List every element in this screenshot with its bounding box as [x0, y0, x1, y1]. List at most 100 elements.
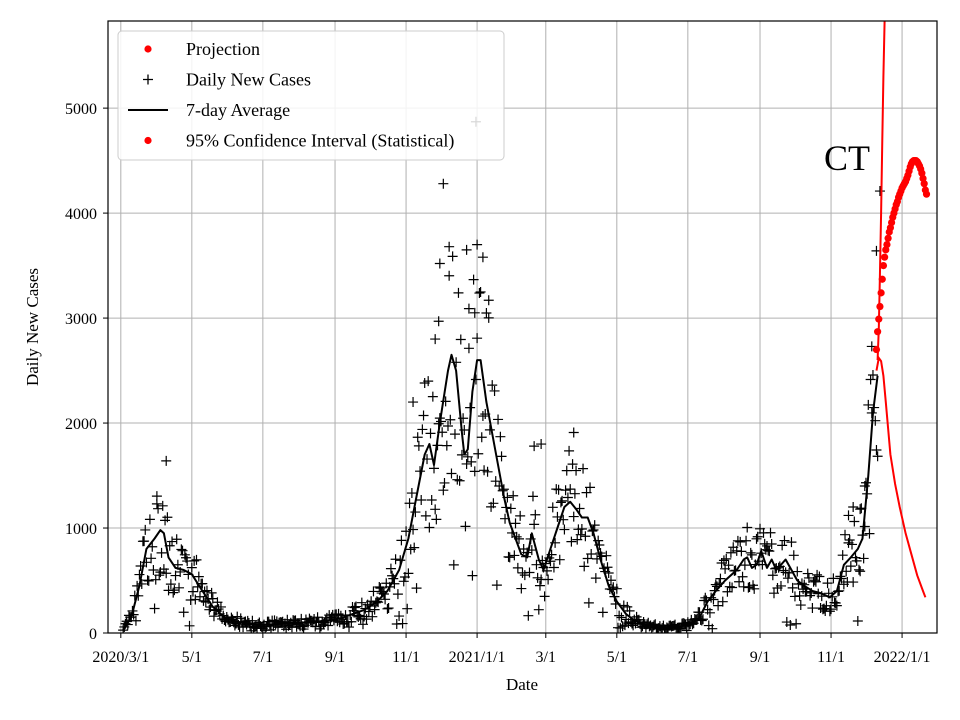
daily-case-marker: [444, 270, 455, 281]
daily-case-marker: [508, 490, 519, 501]
legend-marker-projection: [144, 45, 152, 53]
daily-case-marker: [144, 514, 155, 525]
daily-case-marker: [530, 509, 541, 520]
daily-case-marker: [380, 594, 391, 605]
daily-case-marker: [745, 547, 756, 558]
daily-case-marker: [844, 534, 855, 545]
daily-case-marker: [874, 186, 885, 197]
daily-case-marker: [425, 428, 436, 439]
daily-case-marker: [543, 574, 554, 585]
daily-case-marker: [495, 431, 506, 442]
legend-label-ci: 95% Confidence Interval (Statistical): [186, 131, 454, 152]
daily-case-marker: [351, 601, 362, 612]
daily-case-marker: [445, 414, 456, 425]
daily-case-marker: [764, 546, 775, 557]
x-tick-label: 2021/1/1: [449, 649, 506, 666]
daily-case-marker: [201, 585, 212, 596]
daily-case-marker: [206, 587, 217, 598]
daily-case-marker: [529, 519, 540, 530]
daily-case-marker: [562, 492, 573, 503]
daily-case-marker: [515, 510, 526, 521]
daily-case-marker: [788, 550, 799, 561]
daily-case-marker: [597, 607, 608, 618]
daily-case-marker: [554, 554, 565, 565]
daily-case-marker: [766, 539, 777, 550]
daily-case-marker: [442, 420, 453, 431]
daily-case-marker: [534, 580, 545, 591]
daily-case-marker: [134, 569, 145, 580]
daily-case-marker: [143, 575, 154, 586]
daily-case-marker: [390, 554, 401, 565]
daily-case-marker: [469, 307, 480, 318]
y-tick-label: 2000: [65, 416, 97, 433]
daily-case-marker: [191, 554, 202, 565]
daily-case-marker: [496, 451, 507, 462]
daily-case-marker: [715, 573, 726, 584]
daily-case-marker: [864, 528, 875, 539]
daily-case-marker: [622, 601, 633, 612]
daily-case-marker: [614, 610, 625, 621]
daily-case-marker: [560, 485, 571, 496]
x-tick-label: 11/1: [817, 649, 845, 666]
daily-case-marker: [482, 466, 493, 477]
daily-case-marker: [418, 410, 429, 421]
daily-case-marker: [855, 504, 866, 515]
daily-case-marker: [367, 611, 378, 622]
daily-case-marker: [578, 463, 589, 474]
daily-case-marker: [548, 562, 559, 573]
daily-case-marker: [786, 537, 797, 548]
daily-case-marker: [474, 288, 485, 299]
x-tick-label: 7/1: [253, 649, 273, 666]
daily-case-marker: [787, 582, 798, 593]
daily-case-marker: [420, 510, 431, 521]
daily-case-marker: [162, 512, 173, 523]
daily-case-marker: [713, 600, 724, 611]
daily-case-marker: [187, 586, 198, 597]
daily-case-marker: [568, 511, 579, 522]
projection-point: [878, 275, 886, 283]
daily-case-marker: [368, 586, 379, 597]
projection-point: [876, 302, 884, 311]
daily-case-marker: [165, 579, 176, 590]
daily-case-marker: [575, 529, 586, 540]
daily-case-marker: [504, 552, 515, 563]
x-tick-label: 5/1: [607, 649, 627, 666]
daily-case-marker: [872, 451, 883, 462]
daily-case-marker: [697, 614, 708, 625]
daily-case-marker: [830, 597, 841, 608]
daily-case-marker: [462, 451, 473, 462]
x-tick-label: 9/1: [750, 649, 770, 666]
daily-case-marker: [523, 610, 534, 621]
daily-case-marker: [469, 466, 480, 477]
daily-case-marker: [840, 529, 851, 540]
daily-case-marker: [431, 514, 442, 525]
x-tick-label: 2020/3/1: [92, 649, 149, 666]
daily-case-marker: [349, 602, 360, 613]
daily-case-marker: [777, 540, 788, 551]
daily-case-marker: [602, 562, 613, 573]
daily-case-marker: [547, 502, 558, 513]
daily-case-marker: [826, 604, 837, 615]
daily-case-marker: [624, 605, 635, 616]
daily-case-marker: [156, 547, 167, 558]
daily-case-marker: [737, 571, 748, 582]
daily-case-marker: [718, 555, 729, 566]
legend-label-projection: Projection: [186, 39, 260, 59]
daily-case-marker: [476, 432, 487, 443]
daily-case-marker: [344, 622, 355, 633]
daily-case-marker: [453, 287, 464, 298]
daily-case-marker: [564, 445, 575, 456]
daily-case-marker: [383, 603, 394, 614]
daily-case-marker: [411, 583, 422, 594]
daily-case-marker: [533, 604, 544, 615]
daily-case-marker: [189, 555, 200, 566]
daily-case-marker: [724, 581, 735, 592]
daily-case-marker: [805, 590, 816, 601]
daily-case-marker: [596, 551, 607, 562]
daily-case-marker: [566, 536, 577, 547]
daily-case-marker: [184, 620, 195, 631]
daily-case-marker: [794, 590, 805, 601]
daily-case-marker: [174, 582, 185, 593]
daily-case-marker: [749, 583, 760, 594]
daily-case-marker: [449, 429, 460, 440]
